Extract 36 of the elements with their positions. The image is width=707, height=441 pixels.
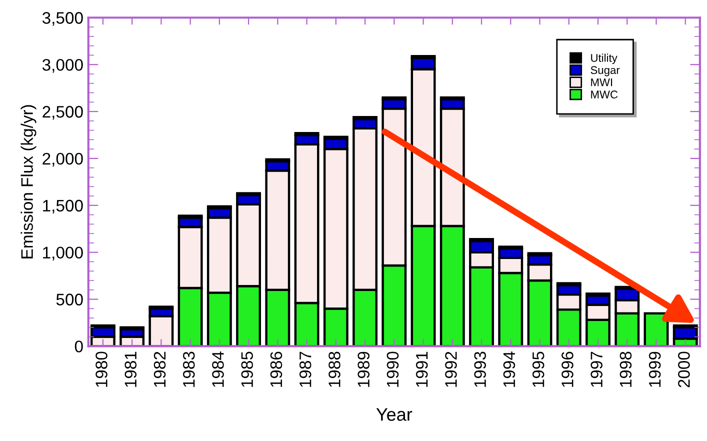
x-tick-label: 1996: [562, 352, 574, 387]
x-tick-label: 1980: [96, 352, 108, 387]
y-axis-title: Emission Flux (kg/yr): [20, 105, 36, 258]
legend-label: Sugar: [590, 66, 620, 76]
y-tick-label: 2,000: [42, 152, 83, 167]
y-tick-label: 3,500: [42, 12, 83, 26]
x-tick-label: 1992: [445, 352, 457, 387]
y-tick-label: 3,000: [42, 58, 83, 73]
x-tick-label: 1988: [328, 352, 340, 387]
x-tick-label: 1993: [474, 352, 486, 387]
x-tick-label: 2000: [678, 352, 690, 388]
x-tick-label: 1986: [270, 352, 282, 387]
x-tick-label: 1991: [416, 352, 428, 387]
x-tick-label: 1999: [648, 352, 661, 387]
x-tick-label: 1990: [386, 352, 399, 387]
x-tick-label: 1997: [590, 352, 602, 387]
x-axis-title: Year: [376, 408, 412, 421]
legend-label: Utility: [591, 54, 618, 64]
x-tick-label: 1984: [212, 352, 224, 387]
bar: [644, 312, 669, 346]
y-tick-label: 0: [74, 340, 83, 352]
x-tick-label: 1981: [124, 352, 137, 387]
x-tick-label: 1985: [241, 352, 254, 387]
legend-label: MWI: [591, 78, 612, 86]
y-tick-label: 500: [56, 294, 83, 306]
y-tick-label: 1,000: [43, 246, 83, 260]
x-tick-label: 1994: [503, 352, 516, 387]
legend-label: MWC: [591, 90, 618, 98]
x-tick-label: 1983: [182, 352, 195, 387]
x-tick-label: 1989: [358, 352, 370, 387]
y-tick-label: 1,500: [43, 200, 83, 214]
x-tick-label: 1995: [532, 352, 544, 387]
y-tick-label: 2,500: [42, 106, 83, 120]
x-tick-label: 1982: [154, 352, 166, 387]
x-tick-label: 1987: [299, 352, 312, 387]
x-tick-label: 1998: [620, 352, 632, 387]
